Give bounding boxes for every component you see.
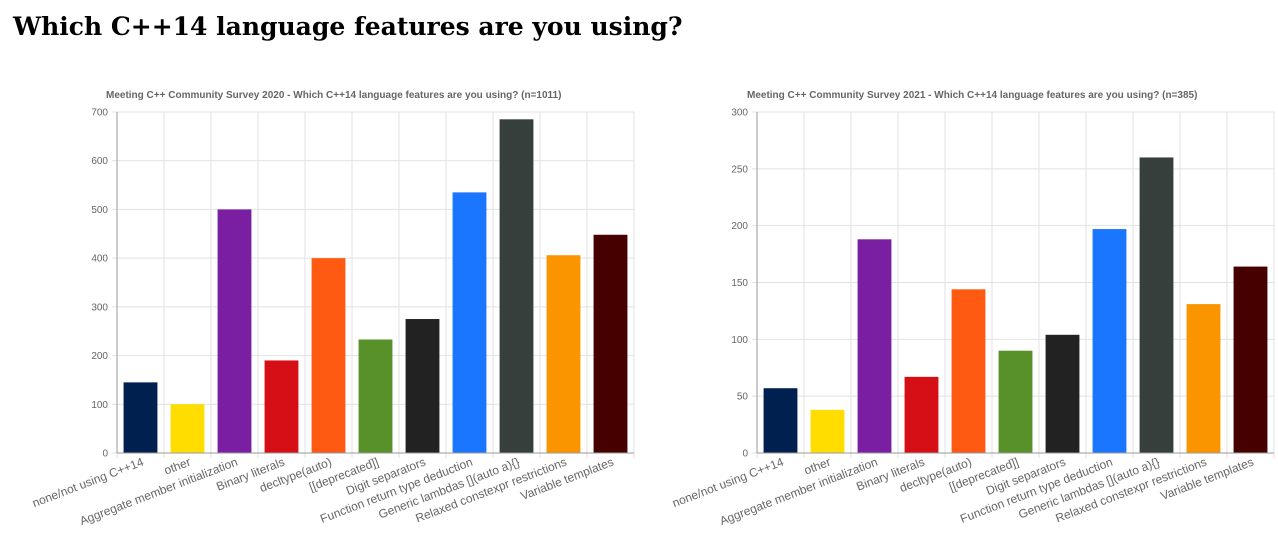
chart-2021-y-tick-label: 250 (731, 164, 748, 175)
chart-2021-bar-8 (1092, 229, 1127, 453)
chart-2020-y-tick-label: 300 (91, 302, 108, 313)
chart-2020-bar-1 (123, 382, 158, 453)
chart-2021-title: Meeting C++ Community Survey 2021 - Whic… (747, 90, 1197, 101)
chart-2021-bar-3 (857, 239, 892, 453)
chart-2020-bar-7 (405, 319, 440, 453)
chart-2021-bar-4 (904, 376, 939, 453)
survey-2020-bar-chart: Meeting C++ Community Survey 2020 - Whic… (30, 90, 635, 528)
survey-2021-bar-chart: Meeting C++ Community Survey 2021 - Whic… (670, 90, 1275, 528)
chart-2021-bar-2 (810, 409, 845, 453)
chart-2021-y-tick-label: 300 (731, 108, 748, 119)
chart-2021-bar-1 (763, 388, 798, 453)
chart-2020-bar-5 (311, 258, 346, 453)
chart-2021-bar-9 (1139, 157, 1174, 453)
chart-2020-y-tick-label: 200 (91, 351, 108, 362)
chart-2020-category-label: Aggregate member initialization (78, 455, 240, 528)
chart-2020-bar-9 (499, 119, 534, 454)
chart-2020-y-tick-label: 400 (91, 254, 108, 265)
chart-2020-y-tick-label: 100 (91, 400, 108, 411)
chart-2020-bar-6 (358, 339, 393, 453)
chart-2020-bar-8 (452, 192, 487, 453)
chart-2021-bar-10 (1186, 304, 1221, 453)
chart-2021-bar-6 (998, 350, 1033, 453)
chart-2020-bar-10 (546, 255, 581, 453)
chart-2021-bar-11 (1233, 266, 1268, 453)
chart-2020-y-tick-label: 700 (91, 108, 108, 119)
chart-2020-y-tick-label: 600 (91, 156, 108, 167)
chart-2020-bar-2 (170, 404, 205, 453)
chart-2020-y-tick-label: 0 (102, 449, 108, 460)
chart-2021-y-tick-label: 50 (737, 392, 749, 403)
page-title: Which C++14 language features are you us… (13, 12, 683, 41)
chart-2020-bar-3 (217, 209, 252, 453)
chart-2020-title: Meeting C++ Community Survey 2020 - Whic… (106, 90, 561, 101)
chart-2021-y-tick-label: 100 (731, 335, 748, 346)
chart-2021-bar-5 (951, 289, 986, 453)
chart-2021-category-label: Aggregate member initialization (718, 455, 880, 528)
chart-2020-bar-4 (264, 360, 299, 453)
chart-2020-bar-11 (593, 234, 628, 453)
chart-2021-y-tick-label: 200 (731, 221, 748, 232)
chart-2021-y-tick-label: 0 (742, 449, 748, 460)
chart-2021-y-tick-label: 150 (731, 278, 748, 289)
chart-2020-y-tick-label: 500 (91, 205, 108, 216)
chart-2021-bar-7 (1045, 334, 1080, 453)
